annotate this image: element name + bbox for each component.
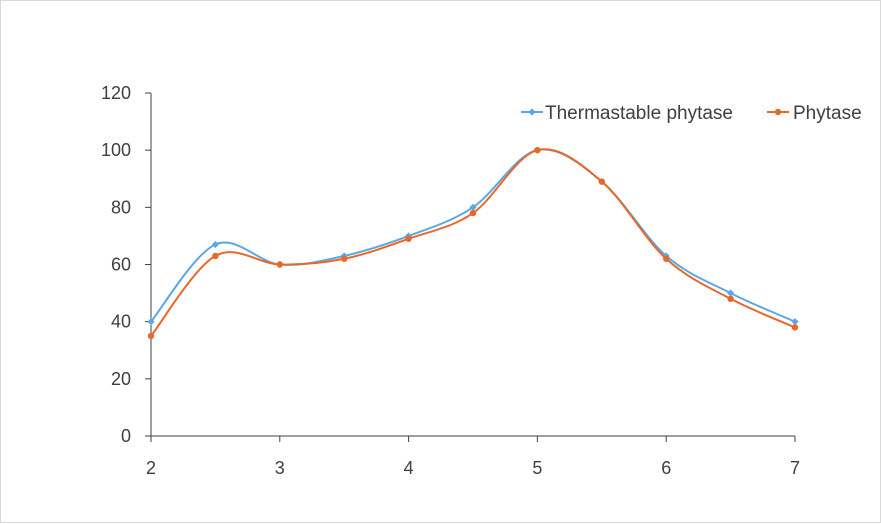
legend-swatch-marker [528, 108, 536, 116]
legend-item: Thermastable phytase [521, 103, 733, 124]
series-phytase [147, 146, 799, 340]
data-point [663, 255, 670, 262]
data-point [147, 318, 155, 326]
data-point [405, 235, 412, 242]
x-tick-label: 3 [275, 458, 285, 478]
data-point [791, 318, 799, 326]
data-point [791, 324, 799, 331]
series-layer [147, 146, 799, 340]
y-tick-label: 60 [111, 255, 131, 275]
legend-swatch-marker [774, 108, 782, 116]
legend-item: Phytase [767, 103, 862, 124]
x-tick-label: 5 [532, 458, 542, 478]
data-point [469, 209, 477, 217]
x-tick-label: 2 [146, 458, 156, 478]
data-point [211, 240, 219, 249]
data-point [276, 261, 283, 268]
y-tick-label: 120 [101, 83, 131, 103]
y-tick-label: 0 [121, 426, 131, 446]
data-point [341, 255, 348, 262]
x-tick-label: 6 [661, 458, 671, 478]
data-point [469, 203, 477, 211]
series-line [150, 148, 796, 337]
data-point [727, 295, 734, 302]
legend: Thermastable phytase Phytase [521, 103, 862, 124]
x-tick-label: 7 [790, 458, 800, 478]
data-point [534, 146, 541, 154]
series-thermastable-phytase [147, 146, 799, 326]
data-point [212, 252, 219, 260]
legend-label: Phytase [793, 103, 862, 124]
data-point [147, 332, 155, 340]
legend-label: Thermastable phytase [545, 103, 733, 124]
series-line [150, 148, 796, 323]
y-tick-label: 100 [101, 140, 131, 160]
y-tick-label: 20 [111, 369, 131, 389]
axes: 0 20 40 60 80 100 120 2 3 4 5 6 7 [101, 83, 800, 478]
y-tick-label: 80 [111, 197, 131, 217]
x-tick-label: 4 [404, 458, 414, 478]
data-point [727, 289, 735, 297]
data-point [598, 178, 605, 185]
y-tick-label: 40 [111, 312, 131, 332]
